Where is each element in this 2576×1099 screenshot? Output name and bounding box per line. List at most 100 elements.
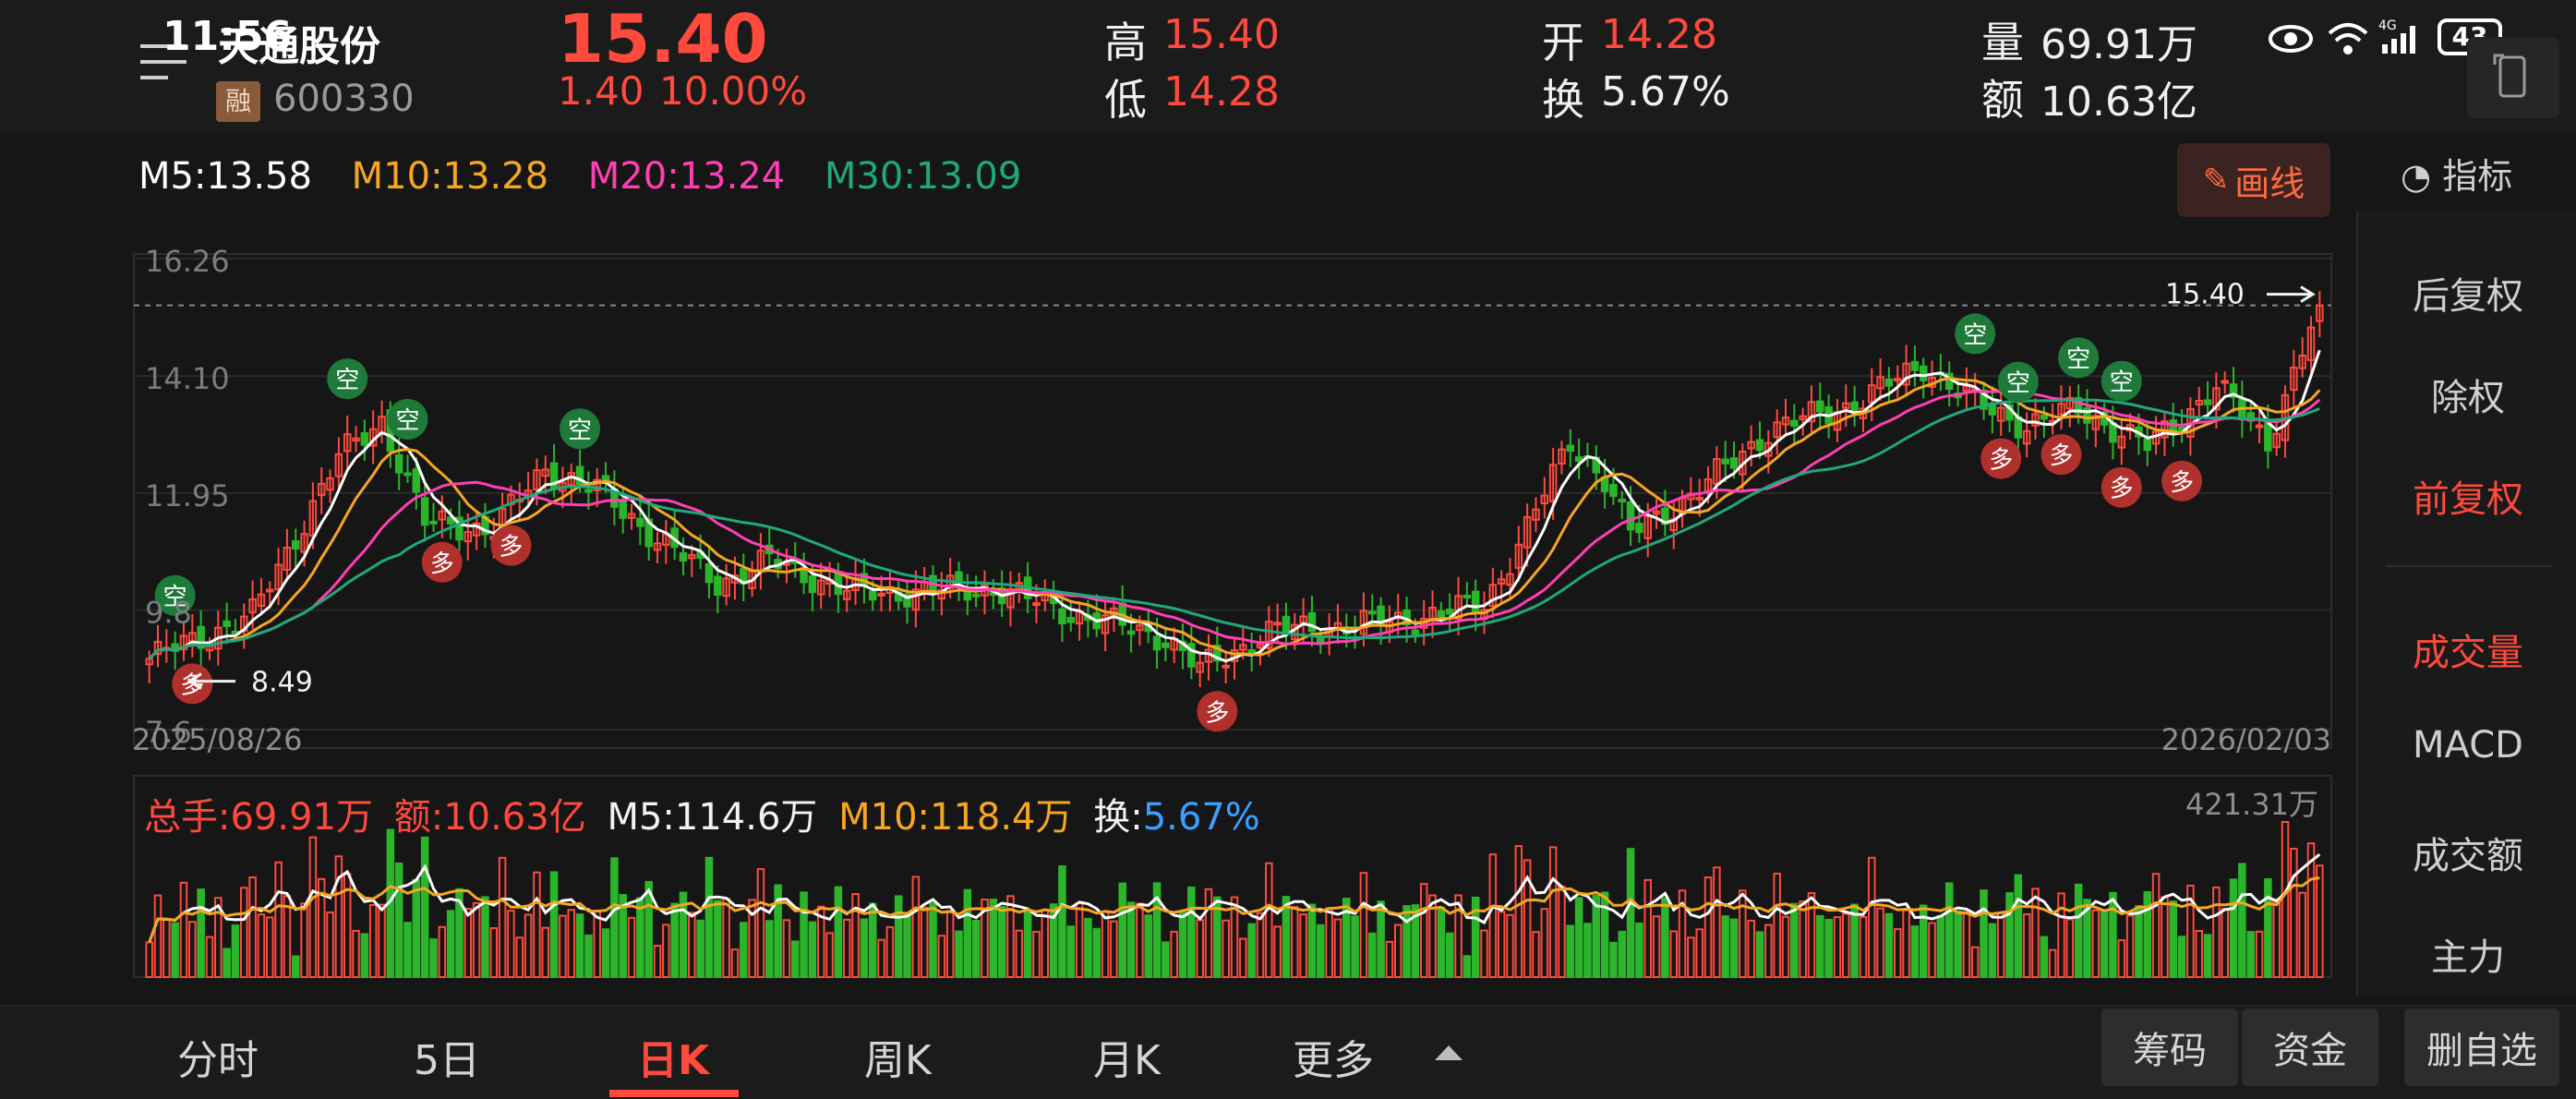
volume-bar [2135, 905, 2143, 979]
rp-item-qfq[interactable]: 前复权 [2413, 478, 2523, 521]
volume-bar [1411, 904, 1420, 979]
tab-weekly-k[interactable]: 周K [864, 1037, 932, 1084]
candle-body [1393, 611, 1402, 620]
indicator-button[interactable]: ◔ 指标 [2401, 148, 2512, 199]
candle-body [1635, 523, 1643, 534]
caret-up-icon[interactable] [1435, 1044, 1463, 1066]
candle-body [593, 478, 601, 491]
tab-intraday[interactable]: 分时 [177, 1037, 259, 1084]
low-label: 低 [1104, 75, 1147, 125]
short-signal-label: 空 [2066, 345, 2090, 373]
volume-bar [1084, 917, 1092, 978]
long-signal-marker [2161, 460, 2203, 501]
long-signal-label: 多 [1989, 447, 2013, 475]
candle-body [644, 518, 653, 548]
volume-bar [2057, 892, 2065, 978]
rp-item-main-force[interactable]: 主力 [2431, 936, 2505, 979]
volume-bar [1876, 907, 1884, 978]
volume-bar [2264, 877, 2272, 979]
volume-bar [748, 899, 756, 978]
tab-monthly-k[interactable]: 月K [1093, 1037, 1161, 1084]
high-label: 高 [1104, 18, 1147, 67]
volume-bar [584, 934, 593, 978]
volume-bar [1307, 903, 1317, 979]
candle-body [1058, 608, 1066, 625]
rp-item-hfq[interactable]: 后复权 [2413, 275, 2523, 318]
pencil-icon: ✎ [2202, 162, 2230, 199]
candle-body [360, 431, 369, 446]
volume-bar [1652, 915, 1661, 978]
draw-line-button[interactable]: ✎ 画线 [2177, 143, 2330, 217]
rp-item-macd[interactable]: MACD [2413, 724, 2523, 767]
candle-body [179, 634, 188, 651]
candle-body [1032, 602, 1041, 607]
volume-bar [1729, 918, 1739, 979]
volume-bar [2100, 909, 2109, 978]
candle-body [1213, 645, 1222, 662]
volume-bar [2177, 936, 2186, 979]
candle-body [1152, 635, 1162, 651]
short-signal-label: 空 [395, 407, 419, 435]
rp-item-amount[interactable]: 成交额 [2413, 835, 2523, 877]
candle-body [300, 533, 308, 553]
candle-body [394, 453, 403, 474]
volume-bar [894, 895, 903, 978]
volume-bar [1548, 846, 1558, 978]
long-signal-marker [2040, 434, 2082, 476]
candle-body [291, 540, 300, 550]
volume-bar [1747, 919, 1755, 978]
volume-amount: 额:10.63亿 [393, 796, 586, 839]
volume-bar [2306, 842, 2316, 979]
volume-bar [1988, 923, 1997, 978]
candle-body [1713, 458, 1721, 485]
volume-bar [1239, 937, 1247, 979]
volume-bar [593, 910, 601, 978]
rp-item-cq[interactable]: 除权 [2431, 377, 2505, 419]
volume-bar [1592, 894, 1601, 979]
candle-body [1317, 636, 1325, 643]
candle-body [1222, 664, 1230, 669]
candle-body [446, 516, 455, 525]
remove-watchlist-button[interactable]: 删自选 [2404, 1008, 2559, 1086]
candle-body [2083, 406, 2091, 424]
rp-divider [2386, 565, 2552, 567]
menu-icon[interactable] [138, 37, 188, 87]
candle-body [1540, 494, 1549, 504]
chips-button[interactable]: 筹码 [2101, 1008, 2238, 1086]
tab-more[interactable]: 更多 [1293, 1037, 1374, 1084]
volume-bar [774, 884, 782, 978]
volume-bar [937, 935, 946, 978]
rp-item-volume[interactable]: 成交量 [2413, 632, 2523, 674]
volume-total: 总手:69.91万 [144, 796, 373, 839]
volume-bar [368, 903, 378, 979]
volume-max-label: 421.31万 [2185, 787, 2318, 822]
candle-body [1437, 610, 1446, 617]
ma5-line [148, 349, 2321, 663]
volume-bar [1850, 903, 1859, 978]
volume-bar [2195, 930, 2204, 978]
candle-body [688, 553, 696, 560]
volume-bar [300, 902, 308, 978]
volume-bar [1497, 911, 1506, 978]
volume-bar [1049, 903, 1058, 979]
volume-bar [1428, 894, 1437, 978]
tab-daily-k[interactable]: 日K [637, 1037, 710, 1084]
volume-bar [704, 856, 714, 978]
volume-bar [1092, 927, 1101, 978]
volume-bar [1506, 913, 1514, 979]
tab-5day[interactable]: 5日 [414, 1037, 480, 1084]
volume-bar [1101, 911, 1110, 979]
short-signal-marker [154, 574, 196, 616]
volume-bar [2065, 918, 2075, 979]
fullscreen-button[interactable] [2467, 37, 2559, 118]
candle-body [1574, 456, 1583, 463]
volume-bar [291, 955, 300, 978]
candle-body [1497, 578, 1506, 586]
volume-bar [730, 948, 740, 978]
volume-bar [756, 868, 765, 979]
candle-body [2057, 403, 2065, 416]
volume-bar [378, 903, 386, 979]
candle-body [1514, 543, 1523, 569]
funds-button[interactable]: 资金 [2242, 1008, 2378, 1086]
